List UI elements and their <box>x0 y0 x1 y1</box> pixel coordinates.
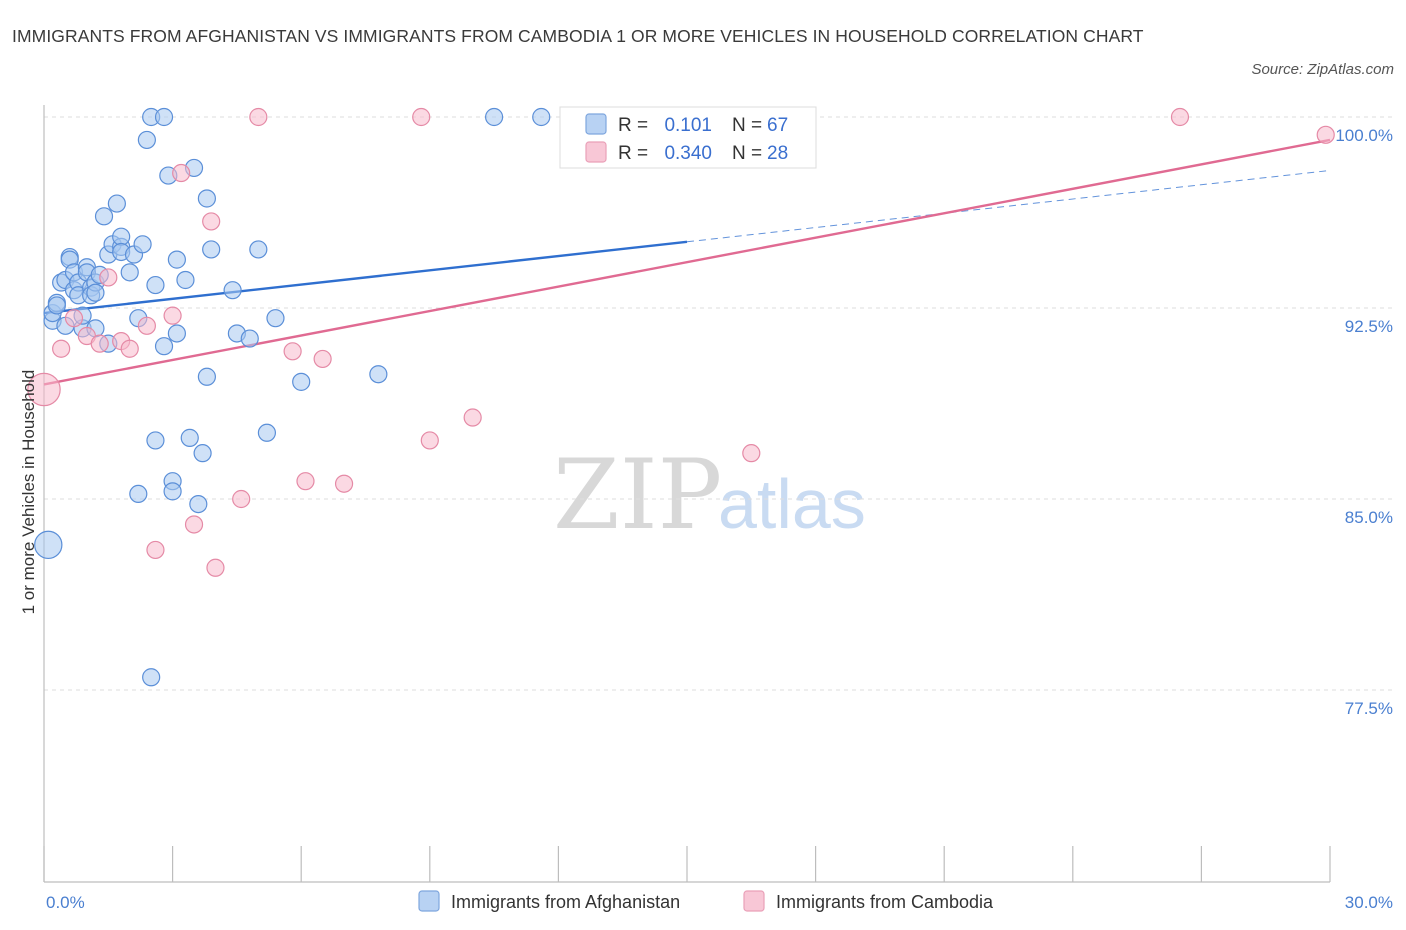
point-cambodia-1 <box>52 339 71 358</box>
legend-r-label-cambodia: R = <box>618 143 648 164</box>
watermark-atlas: atlas <box>718 465 866 543</box>
point-afghanistan-49 <box>176 270 195 290</box>
y-tick-label-1: 85.0% <box>1345 508 1393 527</box>
trend-line-afghanistan-extension <box>686 169 1331 243</box>
point-cambodia-27 <box>1316 125 1335 144</box>
axes <box>43 105 1331 883</box>
y-tick-label-2: 92.5% <box>1345 317 1393 336</box>
point-afghanistan-32 <box>120 263 139 282</box>
bottom-legend-label-cambodia: Immigrants from Cambodia <box>776 892 994 912</box>
point-afghanistan-40 <box>146 275 165 295</box>
point-afghanistan-55 <box>197 367 216 386</box>
point-afghanistan-56 <box>202 240 221 259</box>
point-afghanistan-50 <box>180 428 199 447</box>
point-cambodia-18 <box>296 472 315 491</box>
x-tick-label-0: 0.0% <box>46 893 85 912</box>
point-afghanistan-22 <box>86 283 105 302</box>
legend-swatch-cambodia <box>585 141 607 163</box>
grid-lines <box>44 116 1392 691</box>
point-afghanistan-4 <box>47 296 66 315</box>
point-afghanistan-64 <box>369 365 388 384</box>
legend-n-label-cambodia: N = <box>732 143 762 164</box>
point-afghanistan-42 <box>154 107 174 127</box>
point-cambodia-13 <box>202 212 221 231</box>
bottom-legend-label-afghanistan: Immigrants from Afghanistan <box>451 892 680 912</box>
point-afghanistan-36 <box>129 484 148 504</box>
legend-n-value-afghanistan: 67 <box>767 115 788 136</box>
point-afghanistan-61 <box>257 423 277 442</box>
point-afghanistan-47 <box>167 324 186 343</box>
trend-lines <box>43 138 1331 386</box>
point-cambodia-20 <box>334 474 354 493</box>
watermark-zip: ZIP <box>553 439 722 551</box>
legend-box: R = 0.101 N = 67 R = 0.340 N = 28 <box>559 106 817 169</box>
legend-swatch-afghanistan <box>585 113 607 135</box>
point-afghanistan-53 <box>193 444 212 463</box>
chart-title: IMMIGRANTS FROM AFGHANISTAN VS IMMIGRANT… <box>12 26 1144 46</box>
point-cambodia-19 <box>313 349 332 369</box>
point-afghanistan-48 <box>167 250 186 269</box>
point-cambodia-15 <box>232 489 251 509</box>
point-afghanistan-35 <box>133 235 152 254</box>
trend-line-cambodia <box>43 138 1331 386</box>
legend-n-label-afghanistan: N = <box>732 115 762 136</box>
point-afghanistan-28 <box>107 194 126 213</box>
point-afghanistan-66 <box>532 107 551 127</box>
point-cambodia-9 <box>146 540 165 560</box>
point-cambodia-11 <box>172 163 191 183</box>
point-afghanistan-37 <box>137 130 156 150</box>
point-afghanistan-65 <box>485 107 504 127</box>
point-afghanistan-0 <box>34 530 63 560</box>
point-cambodia-22 <box>420 431 439 450</box>
bottom-legend-swatch-cambodia <box>743 890 765 912</box>
point-cambodia-17 <box>283 342 302 361</box>
point-afghanistan-52 <box>189 494 208 514</box>
point-cambodia-4 <box>90 334 109 353</box>
watermark: ZIP atlas <box>553 439 866 551</box>
legend-r-value-cambodia: 0.340 <box>664 143 712 164</box>
point-cambodia-7 <box>120 339 139 358</box>
y-tick-label-0: 77.5% <box>1345 699 1393 718</box>
point-afghanistan-63 <box>292 372 311 391</box>
bottom-legend: Immigrants from Afghanistan Immigrants f… <box>418 890 994 912</box>
data-points <box>27 107 1335 687</box>
point-cambodia-25 <box>742 444 761 463</box>
point-cambodia-26 <box>1170 107 1190 127</box>
point-afghanistan-57 <box>223 281 242 300</box>
point-cambodia-14 <box>206 558 225 577</box>
point-cambodia-12 <box>184 515 204 534</box>
point-afghanistan-62 <box>266 309 285 328</box>
point-afghanistan-41 <box>146 431 165 450</box>
point-cambodia-10 <box>163 306 182 325</box>
point-afghanistan-24 <box>94 207 114 226</box>
point-cambodia-8 <box>137 316 156 335</box>
point-cambodia-21 <box>412 107 431 127</box>
trend-line-afghanistan <box>43 240 688 315</box>
legend-n-value-cambodia: 28 <box>767 143 788 164</box>
point-cambodia-0 <box>27 372 61 407</box>
point-afghanistan-46 <box>163 482 182 501</box>
y-tick-label-3: 100.0% <box>1335 126 1393 145</box>
point-afghanistan-59 <box>240 329 259 348</box>
point-afghanistan-43 <box>154 337 174 356</box>
point-cambodia-23 <box>463 408 482 427</box>
point-afghanistan-60 <box>249 240 268 259</box>
legend-r-label-afghanistan: R = <box>618 115 648 136</box>
point-afghanistan-54 <box>197 189 216 208</box>
point-cambodia-2 <box>64 309 84 328</box>
source-label: Source: ZipAtlas.com <box>1251 61 1394 78</box>
y-axis-label: 1 or more Vehicles in Household <box>19 370 38 615</box>
point-afghanistan-39 <box>142 668 161 687</box>
x-tick-label-1: 30.0% <box>1345 893 1393 912</box>
legend-r-value-afghanistan: 0.101 <box>664 115 712 136</box>
x-tick-labels: 0.0% 30.0% <box>46 893 1393 912</box>
y-tick-labels: 77.5% 85.0% 92.5% 100.0% <box>1335 126 1393 718</box>
point-cambodia-5 <box>99 268 118 287</box>
bottom-legend-swatch-afghanistan <box>418 890 440 912</box>
point-afghanistan-30 <box>112 227 131 246</box>
point-cambodia-16 <box>249 107 268 127</box>
